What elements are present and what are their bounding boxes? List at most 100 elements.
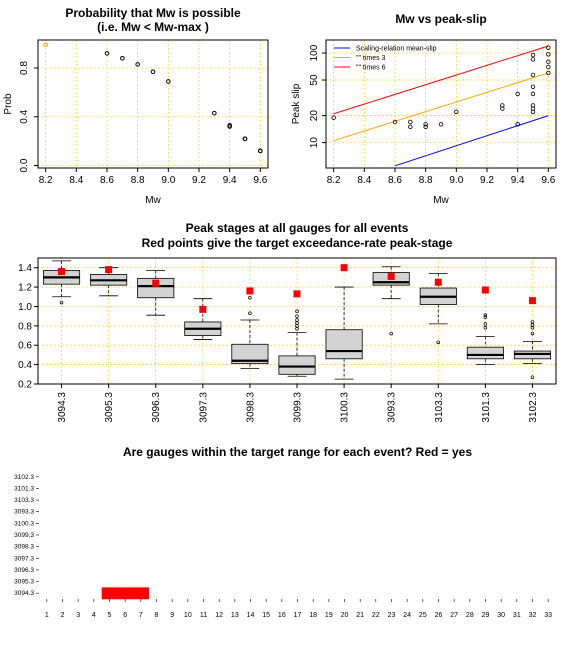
x-tick-label: 8.4 xyxy=(69,175,83,186)
outlier-point xyxy=(483,313,488,317)
box-3100.3 xyxy=(325,264,363,380)
y-tick-label: 1.0 xyxy=(18,302,32,313)
data-point xyxy=(500,103,505,108)
reference-line xyxy=(333,45,549,115)
y-tick-label: 1.2 xyxy=(18,283,32,294)
outlier-point xyxy=(295,318,299,322)
y-tick-label: 0.0 xyxy=(19,158,30,172)
outlier-point xyxy=(59,300,64,305)
x-tick-label: 13 xyxy=(231,612,239,619)
x-tick-label: 12 xyxy=(215,612,223,619)
x-tick-label: 4 xyxy=(92,612,96,619)
data-point xyxy=(530,84,536,89)
y-tick-label: 3098.3 xyxy=(14,544,34,551)
x-tick-label: 23 xyxy=(388,612,396,619)
x-tick-label: 5 xyxy=(108,612,112,619)
x-tick-label: 3095.3 xyxy=(104,392,115,423)
x-tick-label: 21 xyxy=(356,612,364,619)
data-point xyxy=(546,45,551,50)
x-tick-label: 20 xyxy=(341,612,349,619)
x-tick-label: 8 xyxy=(155,612,159,619)
x-tick-label: 3094.3 xyxy=(57,392,68,423)
y-tick-label: 3095.3 xyxy=(14,579,34,586)
data-point xyxy=(530,109,536,115)
data-point xyxy=(546,64,551,70)
x-tick-label: 7 xyxy=(139,612,143,619)
data-point xyxy=(546,59,551,64)
x-tick-label: 31 xyxy=(513,612,521,619)
outlier-point xyxy=(483,315,488,319)
reference-line xyxy=(394,115,549,167)
target-point xyxy=(199,305,207,313)
chart-title-line2: Red points give the target exceedance-ra… xyxy=(142,236,453,250)
y-tick-label: 0.4 xyxy=(19,109,30,123)
x-axis-label: Mw xyxy=(145,195,161,206)
data-point xyxy=(331,115,336,120)
x-tick-label: 33 xyxy=(544,612,552,619)
x-tick-label: 3 xyxy=(76,612,80,619)
data-point xyxy=(546,52,551,57)
x-tick-label: 3096.3 xyxy=(151,392,162,423)
data-point xyxy=(258,148,263,154)
data-point xyxy=(242,136,248,142)
reference-line xyxy=(333,72,549,142)
y-tick-label: 0.4 xyxy=(18,360,32,371)
data-point xyxy=(530,52,536,58)
heatmap-cell-yes xyxy=(117,587,134,600)
y-tick-label: 0.2 xyxy=(18,380,32,391)
outlier-point xyxy=(530,320,535,324)
data-point xyxy=(438,122,444,127)
target-point xyxy=(293,290,301,298)
x-tick-label: 32 xyxy=(529,612,537,619)
x-tick-label: 3100.3 xyxy=(340,392,351,423)
x-tick-label: 8.2 xyxy=(39,175,53,186)
x-tick-label: 8.6 xyxy=(388,175,402,186)
data-point xyxy=(454,109,459,115)
outlier-point xyxy=(483,322,488,326)
x-tick-label: 26 xyxy=(435,612,443,619)
data-point xyxy=(530,72,536,78)
target-point xyxy=(58,268,66,276)
x-tick-label: 3093.3 xyxy=(387,392,398,423)
x-tick-label: 8.8 xyxy=(419,175,433,186)
x-tick-label: 9.4 xyxy=(223,175,237,186)
data-point xyxy=(515,122,520,127)
outlier-point xyxy=(295,314,299,318)
box-iqr xyxy=(325,329,363,360)
box-3095.3 xyxy=(90,266,128,297)
y-tick-label: 3093.3 xyxy=(14,509,34,516)
outlier-point xyxy=(248,311,252,315)
y-tick-label: 100 xyxy=(309,44,320,61)
y-axis-label: Prob xyxy=(3,93,14,115)
data-point xyxy=(392,119,398,125)
x-tick-label: 8.4 xyxy=(357,175,371,186)
box-3103.3 xyxy=(419,273,457,345)
target-point xyxy=(387,272,395,280)
data-point xyxy=(135,62,140,67)
outlier-point xyxy=(436,340,441,345)
x-tick-label: 9.0 xyxy=(161,175,175,186)
panel-peak-stages: Peak stages at all gauges for all events… xyxy=(18,221,557,423)
data-point xyxy=(500,106,505,111)
outlier-point xyxy=(295,309,299,314)
y-tick-label: 10 xyxy=(309,137,320,149)
x-tick-label: 2 xyxy=(61,612,65,619)
data-point xyxy=(423,124,428,130)
x-tick-label: 22 xyxy=(372,612,380,619)
y-tick-label: 3097.3 xyxy=(14,555,34,562)
legend-label: "" times 6 xyxy=(356,65,386,72)
box-3093.3 xyxy=(372,266,410,336)
x-tick-label: 9.4 xyxy=(511,175,525,186)
x-tick-label: 27 xyxy=(450,612,458,619)
data-point xyxy=(166,79,171,84)
y-tick-label: 0.8 xyxy=(19,61,30,75)
y-tick-label: 3103.3 xyxy=(14,497,34,504)
chart-title-line1: Peak stages at all gauges for all events xyxy=(186,221,409,235)
x-tick-label: 18 xyxy=(309,612,317,619)
x-tick-label: 28 xyxy=(466,612,474,619)
x-tick-label: 19 xyxy=(325,612,333,619)
data-point xyxy=(530,103,536,108)
y-tick-label: 3100.3 xyxy=(14,520,34,527)
target-point xyxy=(434,278,442,286)
